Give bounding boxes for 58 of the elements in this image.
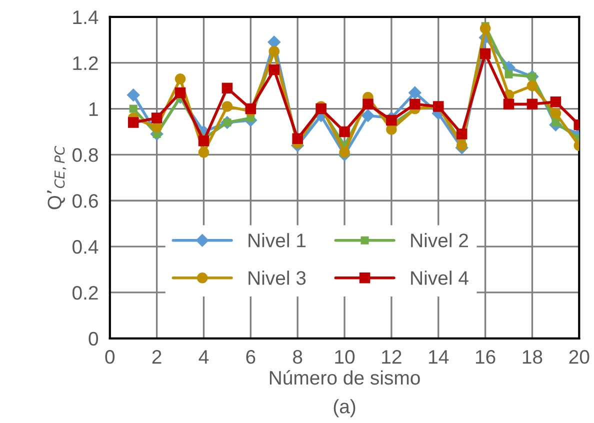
point	[503, 98, 514, 110]
x-tick-label: 10	[335, 350, 355, 364]
point	[198, 147, 210, 158]
point	[550, 108, 562, 119]
point	[550, 96, 562, 108]
y-tick-label: 0.6	[72, 194, 98, 208]
point	[174, 74, 186, 84]
x-axis-title: Número de sismo	[270, 370, 420, 385]
x-tick-label: 8	[293, 350, 302, 364]
point	[222, 82, 233, 94]
x-tick-label: 18	[522, 350, 542, 364]
point	[386, 114, 397, 126]
x-tick-label: 4	[198, 350, 209, 364]
point	[292, 133, 303, 144]
point	[504, 70, 513, 78]
y-tick-label: 0.8	[72, 148, 98, 162]
x-tick-label: 20	[569, 350, 590, 364]
y-tick-label: 0.2	[72, 286, 98, 300]
point	[151, 112, 162, 124]
point	[222, 101, 233, 112]
point	[129, 104, 138, 113]
x-tick-label: 2	[152, 350, 162, 364]
y-axis-title: Q’$_{CE,PC}$	[47, 146, 66, 210]
point	[410, 98, 420, 110]
point	[526, 80, 538, 92]
x-tick-label: 12	[382, 350, 402, 364]
x-tick-label: 16	[476, 350, 496, 364]
point	[245, 103, 256, 114]
point	[480, 48, 491, 60]
point	[480, 23, 491, 34]
point	[151, 122, 162, 133]
legend-label: Nivel 2	[411, 233, 468, 248]
x-tick-label: 14	[429, 350, 449, 364]
legend-label: Nivel 4	[411, 270, 468, 285]
point	[126, 88, 140, 102]
point	[526, 98, 538, 110]
point	[198, 136, 210, 146]
x-tick-label: 0	[105, 350, 115, 364]
point	[386, 124, 397, 135]
point	[408, 86, 422, 100]
point	[362, 109, 374, 122]
point	[128, 117, 139, 128]
point	[339, 126, 350, 138]
legend-label: Nivel 1	[248, 233, 306, 248]
point	[174, 87, 186, 98]
x-tick-label: 6	[246, 350, 256, 364]
legend-label: Nivel 3	[248, 270, 306, 285]
point	[268, 64, 280, 76]
point	[362, 98, 374, 110]
text: (a)	[334, 399, 356, 418]
y-tick-label: 1	[89, 102, 98, 116]
y-tick-label: 0.4	[72, 240, 98, 254]
y-tick-label: 1.2	[73, 56, 98, 70]
y-tick-label: 1.4	[73, 10, 98, 24]
point	[456, 128, 468, 140]
point	[456, 140, 468, 151]
y-tick-label: 0	[88, 332, 98, 346]
point	[339, 147, 350, 158]
